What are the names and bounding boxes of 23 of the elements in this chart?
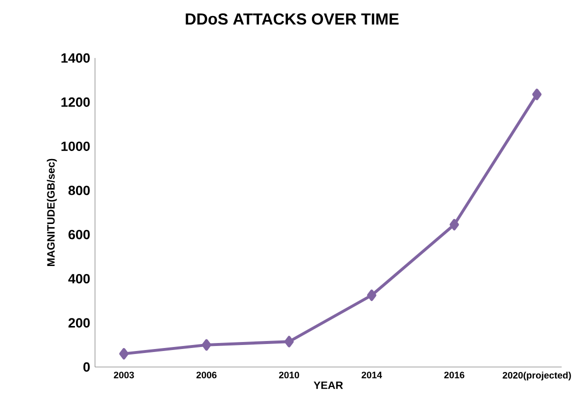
point bbox=[532, 88, 542, 100]
point bbox=[284, 336, 294, 348]
y-tick-label: 200 bbox=[68, 318, 90, 328]
point bbox=[202, 339, 212, 351]
y-tick-label: 1000 bbox=[61, 142, 90, 151]
x-tick-label: 2014 bbox=[362, 372, 382, 378]
point bbox=[367, 290, 376, 302]
point bbox=[450, 218, 459, 230]
y-tick-label: 400 bbox=[68, 274, 90, 284]
point bbox=[119, 348, 129, 360]
x-tick-label: 2020(projected) bbox=[502, 372, 571, 380]
x-tick-label: 2016 bbox=[444, 372, 464, 378]
x-tick-label: 2010 bbox=[279, 372, 300, 378]
x-tick-label: 2003 bbox=[114, 372, 134, 378]
y-tick-label: 600 bbox=[68, 230, 90, 240]
x-axis-title: YEAR bbox=[314, 382, 343, 389]
x-tick-label: 2006 bbox=[196, 372, 217, 378]
y-tick-label: 0 bbox=[83, 362, 90, 372]
y-tick-label: 1200 bbox=[61, 97, 90, 107]
y-axis-title: MAGNITUDE(GB/sec) bbox=[46, 158, 57, 266]
y-tick-label: 800 bbox=[68, 186, 90, 196]
y-tick-label: 1400 bbox=[61, 53, 90, 63]
chart-title: DDoS ATTACKS OVER TIME bbox=[186, 13, 399, 25]
